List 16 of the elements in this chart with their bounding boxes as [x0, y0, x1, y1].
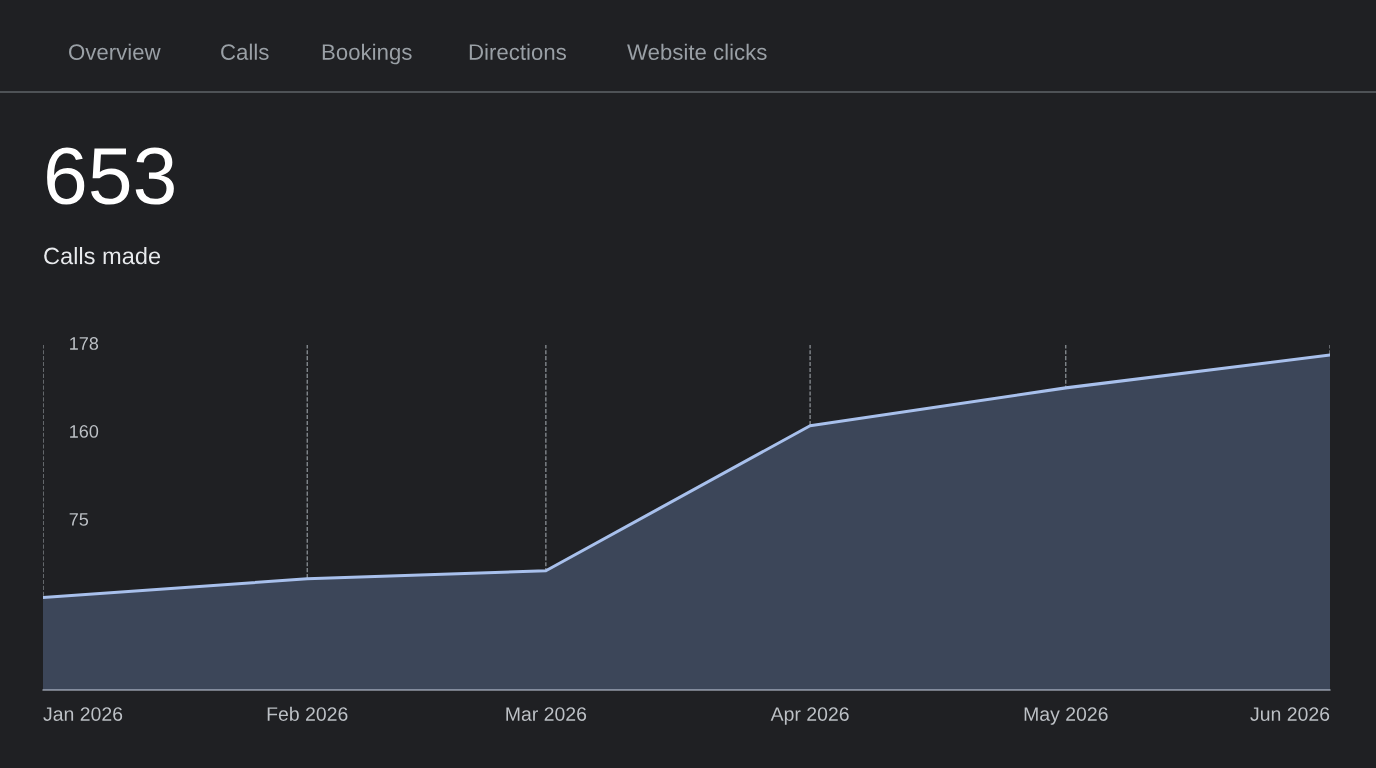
chart-title: 653 [47, 147, 174, 205]
text: Calls [221, 43, 269, 60]
annotation: 160 [70, 425, 99, 438]
x-tick-label: Feb 2026 [267, 706, 348, 721]
x-tick-label: Jun 2026 [1250, 707, 1330, 721]
text: Overview [69, 43, 161, 60]
text: Directions [469, 43, 566, 60]
text: 178 [70, 337, 99, 350]
x-tick-label: May 2026 [1024, 707, 1108, 725]
x-tick-label: Mar 2026 [506, 707, 587, 721]
chart-subtitle: Calls made [44, 247, 161, 265]
text: Website clicks [627, 43, 767, 60]
text: Bookings [322, 43, 412, 65]
x-tick-label: Jan 2026 [43, 707, 123, 721]
annotation: 75 [69, 513, 89, 526]
x-tick-label: Apr 2026 [770, 707, 849, 725]
